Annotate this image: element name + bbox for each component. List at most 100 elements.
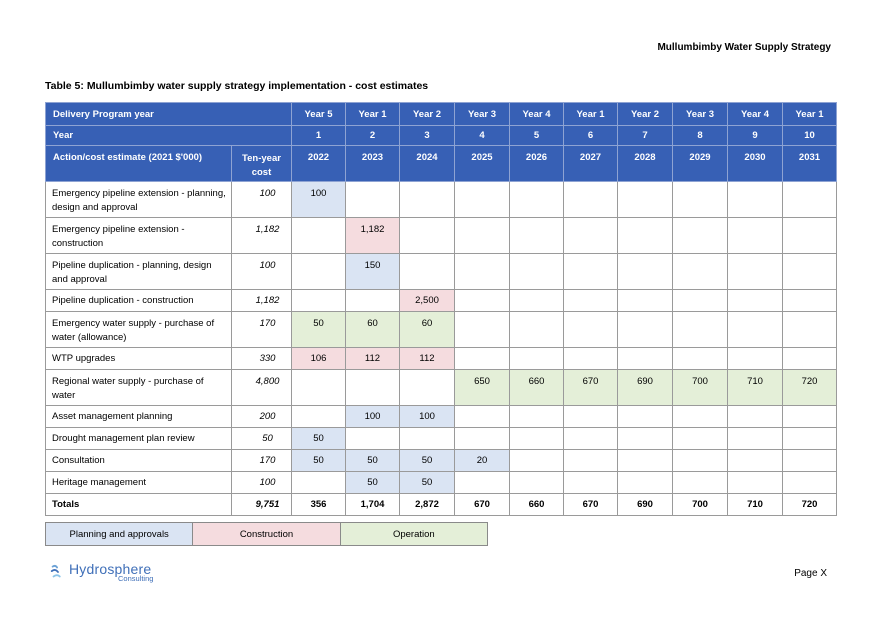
logo-name: Hydrosphere — [69, 561, 152, 577]
ten-year-cost-cell: 1,182 — [231, 289, 292, 312]
year-cost-cell — [563, 289, 618, 312]
action-cell: Heritage management — [45, 471, 232, 494]
table-row: Consultation 170 50 50 50 20 — [45, 449, 837, 472]
cost-estimates-table: Delivery Program year Year 5 Year 1 Year… — [45, 102, 837, 516]
year-cost-cell: 2,500 — [399, 289, 455, 312]
year-cost-cell — [782, 471, 837, 494]
year-cost-cell — [291, 405, 346, 428]
legend-planning: Planning and approvals — [44, 522, 194, 546]
header-cell: Year 4 — [727, 102, 783, 126]
year-cost-cell: 60 — [345, 311, 400, 348]
action-cell: Pipeline duplication - construction — [45, 289, 232, 312]
year-cost-cell — [399, 369, 455, 406]
year-cost-cell: 60 — [399, 311, 455, 348]
year-cost-cell — [782, 311, 837, 348]
totals-year-cell: 1,704 — [345, 493, 400, 516]
table-title: Table 5: Mullumbimby water supply strate… — [45, 80, 429, 92]
table-row: WTP upgrades 330 106 112 112 — [45, 347, 837, 370]
year-cost-cell — [291, 217, 346, 254]
header-cell: 2030 — [727, 145, 783, 182]
header-label-ten-year-cost: Ten-year cost — [231, 145, 292, 182]
year-cost-cell — [672, 347, 728, 370]
year-cost-cell — [782, 181, 837, 218]
header-cell: Year 4 — [509, 102, 564, 126]
year-cost-cell — [672, 405, 728, 428]
header-cell: 10 — [782, 125, 837, 146]
year-cost-cell — [563, 427, 618, 450]
year-cost-cell — [291, 289, 346, 312]
logo-subtitle: Consulting — [118, 574, 154, 583]
year-cost-cell — [345, 181, 400, 218]
year-cost-cell — [617, 253, 673, 290]
year-cost-cell — [563, 181, 618, 218]
header-cell: 2028 — [617, 145, 673, 182]
year-cost-cell — [672, 427, 728, 450]
year-cost-cell: 150 — [345, 253, 400, 290]
year-cost-cell: 720 — [782, 369, 837, 406]
action-cell: Emergency pipeline extension - construct… — [45, 217, 232, 254]
year-cost-cell — [509, 289, 564, 312]
year-cost-cell — [727, 427, 783, 450]
year-cost-cell — [563, 253, 618, 290]
year-cost-cell: 112 — [399, 347, 455, 370]
header-label-delivery-program-year: Delivery Program year — [45, 102, 292, 126]
year-cost-cell — [563, 471, 618, 494]
year-cost-cell — [454, 289, 510, 312]
ten-year-cost-cell: 170 — [231, 311, 292, 348]
header-cell: Year 2 — [617, 102, 673, 126]
year-cost-cell — [727, 217, 783, 254]
year-cost-cell: 106 — [291, 347, 346, 370]
year-cost-cell — [563, 449, 618, 472]
table-row: Emergency pipeline extension - construct… — [45, 217, 837, 254]
header-cell: 2027 — [563, 145, 618, 182]
year-cost-cell: 670 — [563, 369, 618, 406]
year-cost-cell: 100 — [399, 405, 455, 428]
table-row: Pipeline duplication - construction 1,182… — [45, 289, 837, 312]
table-row: Asset management planning 200 100 100 — [45, 405, 837, 428]
year-cost-cell — [727, 405, 783, 428]
year-cost-cell — [454, 471, 510, 494]
header-cell: 2025 — [454, 145, 510, 182]
year-cost-cell — [672, 253, 728, 290]
action-cell: Drought management plan review — [45, 427, 232, 450]
header-cell: Year 1 — [782, 102, 837, 126]
year-cost-cell — [727, 253, 783, 290]
totals-year-cell: 670 — [454, 493, 510, 516]
year-cost-cell: 50 — [291, 449, 346, 472]
ten-year-cost-cell: 330 — [231, 347, 292, 370]
totals-row: Totals 9,751 356 1,704 2,872 670 660 670 690 700 7… — [45, 493, 837, 516]
page-number: Page X — [794, 568, 827, 579]
year-cost-cell — [782, 427, 837, 450]
year-cost-cell — [399, 427, 455, 450]
year-cost-cell — [672, 311, 728, 348]
table-row: Heritage management 100 50 50 — [45, 471, 837, 494]
year-cost-cell — [509, 471, 564, 494]
year-cost-cell: 650 — [454, 369, 510, 406]
year-cost-cell: 690 — [617, 369, 673, 406]
year-cost-cell — [672, 449, 728, 472]
header-cell: 4 — [454, 125, 510, 146]
header-cell: Year 1 — [563, 102, 618, 126]
year-cost-cell — [782, 289, 837, 312]
header-cell: 7 — [617, 125, 673, 146]
ten-year-cost-cell: 4,800 — [231, 369, 292, 406]
header-cell: 8 — [672, 125, 728, 146]
year-cost-cell — [617, 217, 673, 254]
year-cost-cell — [399, 181, 455, 218]
year-cost-cell — [617, 289, 673, 312]
ten-year-cost-cell: 200 — [231, 405, 292, 428]
header-label-action: Action/cost estimate (2021 $'000) — [45, 145, 232, 182]
totals-ten-year-cost: 9,751 — [231, 493, 292, 516]
action-cell: Asset management planning — [45, 405, 232, 428]
year-cost-cell — [617, 347, 673, 370]
ten-year-cost-cell: 170 — [231, 449, 292, 472]
legend-operation: Operation — [339, 522, 489, 546]
ten-year-cost-cell: 1,182 — [231, 217, 292, 254]
year-cost-cell — [617, 405, 673, 428]
year-cost-cell — [617, 449, 673, 472]
ten-year-cost-cell: 100 — [231, 181, 292, 218]
totals-year-cell: 700 — [672, 493, 728, 516]
totals-year-cell: 660 — [509, 493, 564, 516]
table-body: Emergency pipeline extension - planning,… — [45, 181, 837, 516]
totals-year-cell: 710 — [727, 493, 783, 516]
